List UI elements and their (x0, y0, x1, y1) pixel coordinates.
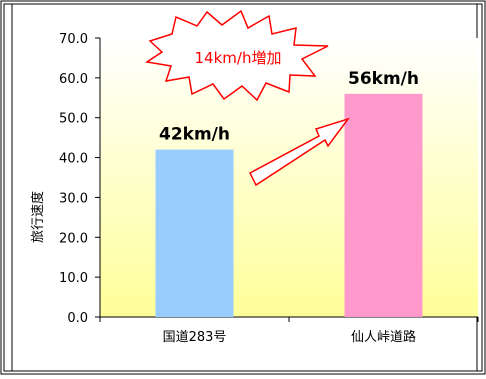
y-tick-label: 70.0 (59, 32, 88, 47)
annotation-burst: 14km/h増加 (145, 9, 329, 102)
increase-arrow (249, 117, 350, 187)
burst-shape (145, 9, 329, 102)
y-tick-label: 0.0 (67, 311, 88, 326)
y-tick-label: 40.0 (59, 152, 88, 167)
inner-border (3, 3, 483, 372)
labels: 42km/h 国道283号 56km/h 仙人峠道路 (159, 69, 419, 345)
bar-value-label: 42km/h (159, 125, 230, 145)
y-tick-label: 50.0 (59, 112, 88, 127)
x-category-label: 国道283号 (163, 330, 227, 345)
bar-2 (344, 93, 423, 317)
bar-1 (155, 149, 234, 317)
y-tick-label: 60.0 (59, 72, 88, 87)
y-axis-label: 旅行速度 (30, 191, 46, 243)
y-tick-label: 30.0 (59, 191, 88, 206)
y-ticks: 0.0 10.0 20.0 30.0 40.0 50.0 60.0 70.0 (59, 32, 100, 326)
bar-value-label: 56km/h (348, 69, 419, 89)
y-tick-label: 10.0 (59, 271, 88, 286)
bars (155, 93, 423, 317)
annotation-text: 14km/h増加 (195, 49, 282, 67)
y-tick-label: 20.0 (59, 231, 88, 246)
x-category-label: 仙人峠道路 (351, 329, 416, 345)
